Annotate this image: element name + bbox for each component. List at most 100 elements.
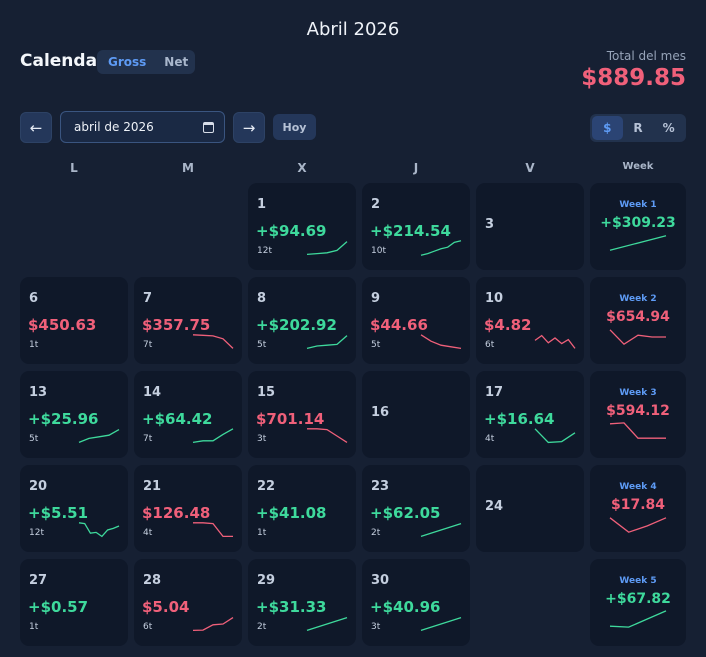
sparkline <box>306 521 348 539</box>
day-cell-1[interactable]: 1 +$94.69 12t <box>248 183 356 270</box>
trade-count: 12t <box>29 528 44 538</box>
day-cell-15[interactable]: 15 $701.14 3t <box>248 371 356 458</box>
total-label: Total del mes <box>606 49 686 63</box>
day-cell-3[interactable]: 3 <box>476 183 584 270</box>
week-label: Week 2 <box>619 294 657 304</box>
week-summary-2[interactable]: Week 2 $654.94 <box>590 277 686 364</box>
day-pnl: +$94.69 <box>256 222 327 240</box>
weekday-header: M <box>182 161 194 175</box>
week-summary-3[interactable]: Week 3 $594.12 <box>590 371 686 458</box>
week-label: Week 3 <box>619 388 657 398</box>
sparkline-path <box>609 517 667 533</box>
month-date-value: abril de 2026 <box>74 120 154 134</box>
calendar-label: Calendar <box>20 51 106 71</box>
day-number: 20 <box>29 479 48 494</box>
sparkline <box>420 616 462 632</box>
day-pnl: +$40.96 <box>370 598 441 616</box>
day-cell-29[interactable]: 29 +$31.33 2t <box>248 559 356 646</box>
sparkline-path <box>534 334 576 349</box>
calendar-icon[interactable] <box>203 121 214 133</box>
day-number: 13 <box>29 385 48 400</box>
weekday-header: X <box>297 161 307 175</box>
sparkline <box>306 241 348 256</box>
unit-toggle: $ R % <box>590 114 686 142</box>
unit-percent-button[interactable]: % <box>662 121 675 135</box>
day-cell-7[interactable]: 7 $357.75 7t <box>134 277 242 364</box>
day-cell-2[interactable]: 2 +$214.54 10t <box>362 183 470 270</box>
next-month-button[interactable]: → <box>233 112 265 143</box>
sparkline-path <box>192 428 234 444</box>
trade-count: 6t <box>485 340 495 350</box>
day-number: 6 <box>29 291 39 306</box>
week-column-header: Week <box>622 161 654 172</box>
week-pnl: +$67.82 <box>605 591 671 607</box>
trade-count: 7t <box>143 434 153 444</box>
day-cell-24[interactable]: 24 <box>476 465 584 552</box>
trade-count: 5t <box>371 340 381 350</box>
day-number: 23 <box>371 479 390 494</box>
sparkline <box>534 428 576 444</box>
unit-dollar-button[interactable]: $ <box>592 116 623 140</box>
sparkline-path <box>192 334 234 349</box>
day-cell-13[interactable]: 13 +$25.96 5t <box>20 371 128 458</box>
day-cell-9[interactable]: 9 $44.66 5t <box>362 277 470 364</box>
day-cell-23[interactable]: 23 +$62.05 2t <box>362 465 470 552</box>
sparkline <box>78 615 120 633</box>
trade-count: 1t <box>29 340 39 350</box>
trade-count: 5t <box>257 340 267 350</box>
sparkline-path <box>420 334 462 350</box>
sparkline <box>306 616 348 632</box>
trade-count: 1t <box>257 528 267 538</box>
day-cell-16[interactable]: 16 <box>362 371 470 458</box>
sparkline <box>192 334 234 349</box>
sparkline-path <box>420 522 462 538</box>
sparkline <box>420 522 462 538</box>
trade-count: 6t <box>143 622 153 632</box>
week-summary-1[interactable]: Week 1 +$309.23 <box>590 183 686 270</box>
day-cell-27[interactable]: 27 +$0.57 1t <box>20 559 128 646</box>
unit-r-button[interactable]: R <box>633 121 643 135</box>
week-pnl: +$309.23 <box>600 215 676 231</box>
trade-count: 4t <box>143 528 153 538</box>
today-button[interactable]: Hoy <box>273 114 316 140</box>
net-button[interactable]: Net <box>164 55 189 69</box>
sparkline-path <box>78 522 120 538</box>
sparkline-path <box>609 422 666 439</box>
sparkline <box>192 428 234 444</box>
day-cell-20[interactable]: 20 +$5.51 12t <box>20 465 128 552</box>
day-pnl: +$41.08 <box>256 504 327 522</box>
day-cell-30[interactable]: 30 +$40.96 3t <box>362 559 470 646</box>
sparkline <box>78 522 120 538</box>
day-number: 16 <box>371 405 390 420</box>
day-cell-6[interactable]: 6 $450.63 1t <box>20 277 128 364</box>
weekday-header: V <box>525 161 535 175</box>
trade-count: 2t <box>371 528 381 538</box>
day-cell-8[interactable]: 8 +$202.92 5t <box>248 277 356 364</box>
day-cell-17[interactable]: 17 +$16.64 4t <box>476 371 584 458</box>
sparkline-path <box>192 617 234 632</box>
day-cell-10[interactable]: 10 $4.82 6t <box>476 277 584 364</box>
sparkline <box>609 517 667 533</box>
week-pnl: $594.12 <box>606 403 670 419</box>
week-pnl: $17.84 <box>610 497 666 513</box>
trade-count: 3t <box>371 622 381 632</box>
prev-month-button[interactable]: ← <box>20 112 52 143</box>
week-label: Week 4 <box>619 482 657 492</box>
gross-button[interactable]: Gross <box>108 55 147 69</box>
day-cell-14[interactable]: 14 +$64.42 7t <box>134 371 242 458</box>
day-pnl: $450.63 <box>28 316 97 334</box>
week-summary-5[interactable]: Week 5 +$67.82 <box>590 559 686 646</box>
day-cell-22[interactable]: 22 +$41.08 1t <box>248 465 356 552</box>
day-pnl: +$25.96 <box>28 410 99 428</box>
sparkline <box>78 429 120 444</box>
day-number: 7 <box>143 291 153 306</box>
day-cell-21[interactable]: 21 $126.48 4t <box>134 465 242 552</box>
trade-count: 7t <box>143 340 153 350</box>
week-summary-4[interactable]: Week 4 $17.84 <box>590 465 686 552</box>
day-number: 1 <box>257 197 267 212</box>
day-number: 10 <box>485 291 504 306</box>
weekday-header: L <box>70 161 78 175</box>
sparkline <box>609 422 666 439</box>
day-cell-28[interactable]: 28 $5.04 6t <box>134 559 242 646</box>
month-date-input[interactable]: abril de 2026 <box>60 111 225 143</box>
